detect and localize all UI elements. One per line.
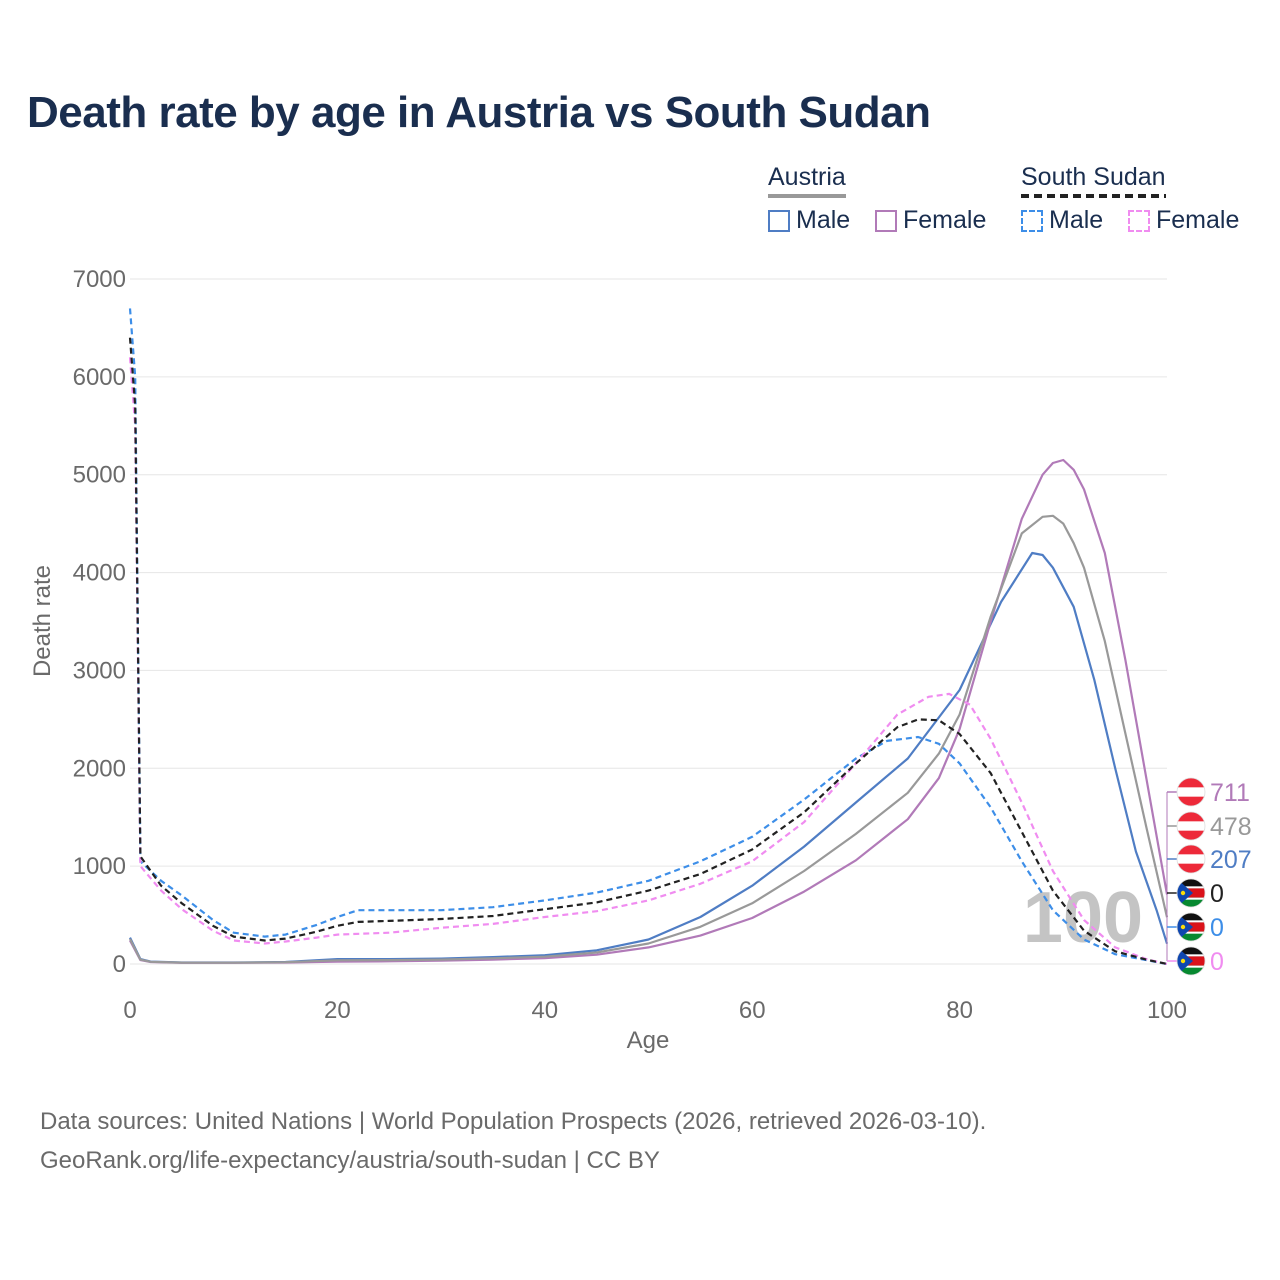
x-axis-ticks: 0 20 40 60 80 100: [123, 997, 1187, 1024]
series-line-austria-male: [129, 551, 1169, 964]
legend-austria-male[interactable]: Male: [768, 206, 850, 235]
y-tick-label: 4000: [73, 560, 126, 587]
austria-flag-icon: [1176, 777, 1206, 807]
x-tick-label: 80: [946, 997, 973, 1024]
x-axis-label: Age: [627, 1027, 670, 1054]
legend-south-sudan-female[interactable]: Female: [1128, 206, 1239, 235]
legend-south-sudan-male[interactable]: Male: [1021, 206, 1103, 235]
legend-austria-male-label: Male: [796, 206, 851, 234]
y-tick-label: 7000: [73, 266, 126, 293]
legend-south-sudan-male-swatch: [1021, 209, 1043, 232]
source-line-1: Data sources: United Nations | World Pop…: [40, 1108, 987, 1135]
y-axis-label: Death rate: [29, 565, 56, 677]
south-sudan-flag-icon: [1176, 912, 1206, 942]
south-sudan-flag-icon: [1176, 946, 1206, 976]
end-value-label: 0: [1210, 948, 1224, 976]
y-tick-label: 2000: [73, 755, 126, 782]
y-tick-label: 6000: [73, 364, 126, 391]
legend-austria-female-swatch: [875, 209, 897, 232]
austria-flag-icon: [1176, 811, 1206, 841]
year-watermark: 100: [1023, 878, 1143, 958]
y-axis-ticks: 0 1000 2000 3000 4000 5000 6000 7000: [73, 266, 126, 978]
series-line-south-sudan-female: [128, 357, 1168, 966]
south-sudan-flag-icon: [1176, 878, 1206, 908]
legend-south-sudan-title: South Sudan: [1021, 163, 1166, 198]
end-markers: 711 478 207 0 0 0: [1166, 777, 1252, 976]
series-line-austria-female: [129, 458, 1169, 964]
grid-lines: [130, 278, 1167, 965]
end-value-label: 0: [1210, 880, 1224, 908]
series-line-south-sudan-total: [128, 337, 1168, 966]
series-line-south-sudan-male: [128, 308, 1168, 966]
x-tick-label: 40: [531, 997, 558, 1024]
chart-title: Death rate by age in Austria vs South Su…: [27, 88, 931, 137]
legend-austria-title: Austria: [768, 163, 846, 198]
legend-south-sudan-female-swatch: [1128, 209, 1150, 232]
legend-austria-female-label: Female: [903, 206, 987, 234]
legend-austria-female[interactable]: Female: [875, 206, 986, 235]
legend-south-sudan-female-label: Female: [1156, 206, 1240, 234]
legend-austria-line: [768, 194, 846, 198]
y-tick-label: 0: [113, 951, 126, 978]
y-tick-label: 1000: [73, 853, 126, 880]
y-tick-label: 3000: [73, 657, 126, 684]
source-line-2: GeoRank.org/life-expectancy/austria/sout…: [40, 1147, 660, 1174]
x-tick-label: 0: [123, 997, 136, 1024]
end-value-label: 478: [1210, 813, 1252, 841]
legend-austria-label: Austria: [768, 163, 846, 191]
austria-flag-icon: [1176, 844, 1206, 874]
y-tick-label: 5000: [73, 462, 126, 489]
legend-south-sudan-label: South Sudan: [1021, 163, 1166, 191]
x-tick-label: 60: [739, 997, 766, 1024]
legend-south-sudan-male-label: Male: [1049, 206, 1104, 234]
end-value-label: 711: [1210, 779, 1250, 807]
x-tick-label: 100: [1147, 997, 1187, 1024]
legend-austria-male-swatch: [768, 209, 790, 232]
end-value-label: 0: [1210, 914, 1224, 942]
series-lines: [128, 308, 1169, 966]
end-value-label: 207: [1210, 846, 1252, 874]
series-line-austria-total: [129, 514, 1169, 964]
legend-south-sudan-line: [1021, 194, 1166, 198]
x-tick-label: 20: [324, 997, 351, 1024]
